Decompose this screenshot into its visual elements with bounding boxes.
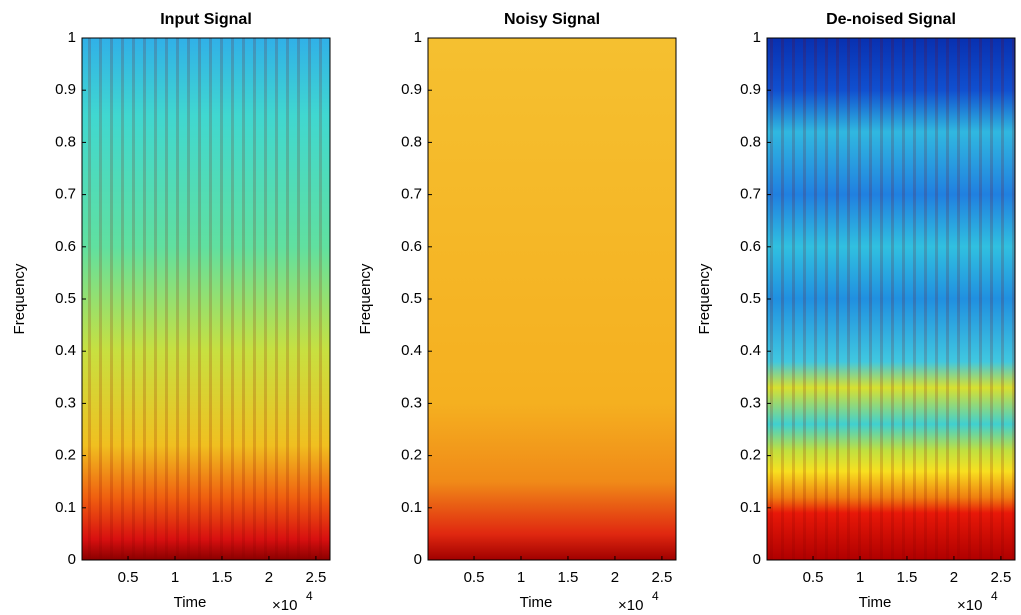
- y-tick-label: 0.5: [740, 290, 761, 307]
- y-tick-label: 0.3: [401, 394, 422, 411]
- y-tick-label: 0.2: [401, 447, 422, 464]
- y-tick-label: 0.7: [401, 186, 422, 203]
- x-tick-label: 0.5: [118, 569, 139, 586]
- x-tick-label: 2.5: [990, 569, 1011, 586]
- y-tick-label: 0.9: [401, 81, 422, 98]
- spectrogram-texture: [82, 38, 330, 560]
- y-axis-label: Frequency: [357, 263, 374, 334]
- y-tick-label: 0.3: [55, 394, 76, 411]
- x-tick-label: 2.5: [305, 569, 326, 586]
- x-tick-label: 0.5: [803, 569, 824, 586]
- y-tick-label: 0.5: [55, 290, 76, 307]
- y-tick-label: 0.6: [401, 238, 422, 255]
- y-tick-label: 0.2: [55, 447, 76, 464]
- x-tick-label: 2: [950, 569, 958, 586]
- spectrogram-texture: [767, 38, 1015, 560]
- y-tick-label: 0.9: [740, 81, 761, 98]
- x-tick-label: 1: [517, 569, 525, 586]
- y-tick-label: 0.8: [401, 133, 422, 150]
- title: Input Signal: [160, 11, 252, 28]
- y-axis-label: Frequency: [11, 263, 28, 334]
- y-tick-label: 0.5: [401, 290, 422, 307]
- x-multiplier-exponent: 4: [991, 589, 998, 603]
- y-tick-label: 0.7: [55, 186, 76, 203]
- x-multiplier-exponent: 4: [652, 589, 659, 603]
- y-tick-label: 1: [753, 29, 761, 46]
- x-tick-label: 1: [856, 569, 864, 586]
- y-tick-label: 0.4: [55, 342, 76, 359]
- y-tick-label: 0.4: [740, 342, 761, 359]
- x-tick-label: 2: [611, 569, 619, 586]
- y-tick-label: 0.6: [740, 238, 761, 255]
- x-axis-label: Time: [174, 594, 207, 611]
- y-tick-label: 0.8: [55, 133, 76, 150]
- title: De-noised Signal: [826, 11, 956, 28]
- y-tick-label: 0.4: [401, 342, 422, 359]
- x-multiplier-base: ×10: [618, 597, 643, 614]
- y-tick-label: 0: [414, 551, 422, 568]
- y-tick-label: 0.8: [740, 133, 761, 150]
- y-tick-label: 1: [414, 29, 422, 46]
- x-multiplier-base: ×10: [272, 597, 297, 614]
- spectrogram-image: [428, 38, 676, 560]
- title: Noisy Signal: [504, 11, 600, 28]
- x-tick-label: 2.5: [651, 569, 672, 586]
- y-tick-label: 0.2: [740, 447, 761, 464]
- y-tick-label: 0.1: [55, 499, 76, 516]
- x-axis-label: Time: [520, 594, 553, 611]
- x-tick-label: 1: [171, 569, 179, 586]
- x-tick-label: 1.5: [212, 569, 233, 586]
- x-multiplier-exponent: 4: [306, 589, 313, 603]
- x-tick-label: 0.5: [464, 569, 485, 586]
- y-tick-label: 0: [753, 551, 761, 568]
- y-tick-label: 0.6: [55, 238, 76, 255]
- x-tick-label: 2: [265, 569, 273, 586]
- y-tick-label: 0.3: [740, 394, 761, 411]
- y-tick-label: 0.1: [401, 499, 422, 516]
- x-tick-label: 1.5: [558, 569, 579, 586]
- y-axis-label: Frequency: [696, 263, 713, 334]
- y-tick-label: 0.9: [55, 81, 76, 98]
- y-tick-label: 1: [68, 29, 76, 46]
- x-axis-label: Time: [859, 594, 892, 611]
- x-tick-label: 1.5: [897, 569, 918, 586]
- y-tick-label: 0.7: [740, 186, 761, 203]
- x-multiplier-base: ×10: [957, 597, 982, 614]
- y-tick-label: 0: [68, 551, 76, 568]
- y-tick-label: 0.1: [740, 499, 761, 516]
